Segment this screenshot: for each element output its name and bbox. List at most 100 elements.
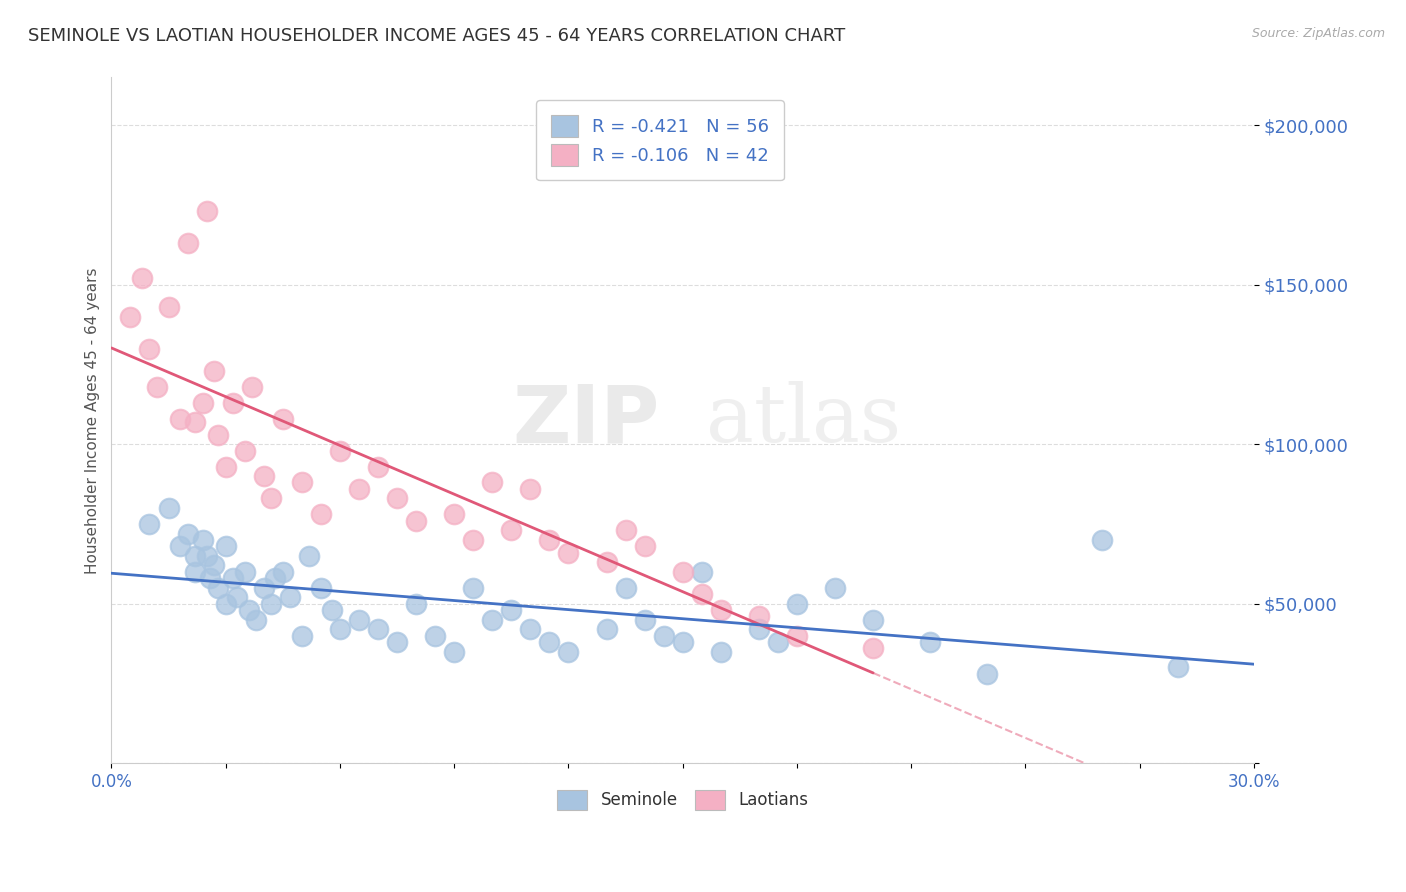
Point	[614, 581, 637, 595]
Point	[367, 459, 389, 474]
Point	[1091, 533, 1114, 547]
Point	[280, 591, 302, 605]
Point	[1167, 660, 1189, 674]
Point	[264, 571, 287, 585]
Point	[169, 539, 191, 553]
Point	[920, 635, 942, 649]
Point	[405, 514, 427, 528]
Point	[501, 524, 523, 538]
Point	[202, 364, 225, 378]
Point	[222, 396, 245, 410]
Point	[690, 587, 713, 601]
Point	[157, 500, 180, 515]
Point	[481, 613, 503, 627]
Point	[614, 524, 637, 538]
Point	[347, 482, 370, 496]
Point	[176, 236, 198, 251]
Point	[253, 581, 276, 595]
Point	[652, 629, 675, 643]
Point	[233, 565, 256, 579]
Point	[298, 549, 321, 563]
Point	[271, 565, 294, 579]
Point	[195, 549, 218, 563]
Point	[633, 539, 655, 553]
Point	[463, 581, 485, 595]
Point	[405, 597, 427, 611]
Point	[633, 613, 655, 627]
Point	[291, 475, 314, 490]
Point	[786, 597, 808, 611]
Point	[557, 644, 579, 658]
Point	[862, 641, 884, 656]
Point	[367, 622, 389, 636]
Point	[226, 591, 249, 605]
Text: atlas: atlas	[706, 381, 901, 459]
Point	[260, 597, 283, 611]
Y-axis label: Householder Income Ages 45 - 64 years: Householder Income Ages 45 - 64 years	[86, 267, 100, 574]
Point	[176, 526, 198, 541]
Point	[131, 271, 153, 285]
Point	[245, 613, 267, 627]
Point	[195, 204, 218, 219]
Point	[710, 603, 733, 617]
Point	[321, 603, 343, 617]
Point	[184, 415, 207, 429]
Point	[191, 533, 214, 547]
Point	[766, 635, 789, 649]
Point	[519, 622, 541, 636]
Point	[260, 491, 283, 506]
Point	[191, 396, 214, 410]
Point	[538, 635, 561, 649]
Point	[672, 565, 695, 579]
Point	[748, 609, 770, 624]
Point	[463, 533, 485, 547]
Point	[138, 516, 160, 531]
Point	[595, 555, 617, 569]
Point	[233, 443, 256, 458]
Point	[786, 629, 808, 643]
Point	[200, 571, 222, 585]
Point	[222, 571, 245, 585]
Point	[538, 533, 561, 547]
Point	[238, 603, 260, 617]
Point	[184, 549, 207, 563]
Point	[672, 635, 695, 649]
Point	[690, 565, 713, 579]
Point	[309, 508, 332, 522]
Legend: Seminole, Laotians: Seminole, Laotians	[544, 776, 821, 823]
Point	[291, 629, 314, 643]
Point	[207, 427, 229, 442]
Point	[385, 635, 408, 649]
Point	[309, 581, 332, 595]
Point	[501, 603, 523, 617]
Point	[329, 443, 352, 458]
Point	[443, 508, 465, 522]
Point	[157, 300, 180, 314]
Point	[862, 613, 884, 627]
Point	[710, 644, 733, 658]
Text: SEMINOLE VS LAOTIAN HOUSEHOLDER INCOME AGES 45 - 64 YEARS CORRELATION CHART: SEMINOLE VS LAOTIAN HOUSEHOLDER INCOME A…	[28, 27, 845, 45]
Point	[976, 666, 998, 681]
Point	[146, 380, 169, 394]
Point	[595, 622, 617, 636]
Point	[824, 581, 846, 595]
Point	[481, 475, 503, 490]
Point	[271, 411, 294, 425]
Point	[169, 411, 191, 425]
Point	[557, 546, 579, 560]
Point	[443, 644, 465, 658]
Point	[347, 613, 370, 627]
Point	[215, 459, 238, 474]
Point	[215, 539, 238, 553]
Point	[202, 558, 225, 573]
Point	[240, 380, 263, 394]
Point	[253, 469, 276, 483]
Point	[215, 597, 238, 611]
Point	[207, 581, 229, 595]
Text: Source: ZipAtlas.com: Source: ZipAtlas.com	[1251, 27, 1385, 40]
Point	[519, 482, 541, 496]
Point	[748, 622, 770, 636]
Point	[329, 622, 352, 636]
Point	[423, 629, 446, 643]
Point	[120, 310, 142, 324]
